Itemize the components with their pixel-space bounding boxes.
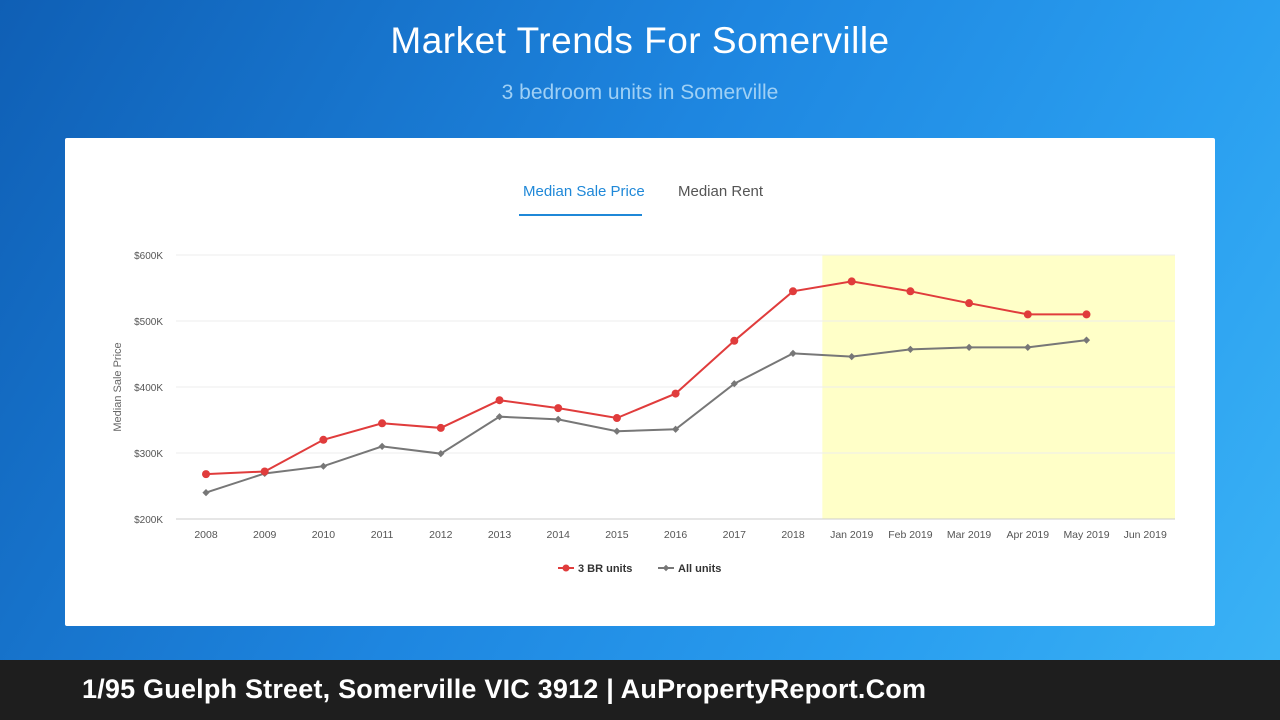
- data-point: [260, 467, 269, 476]
- footer-bar: 1/95 Guelph Street, Somerville VIC 3912 …: [0, 660, 1280, 720]
- data-point: [436, 423, 445, 432]
- y-tick-label: $300K: [134, 449, 163, 460]
- tab-median-rent[interactable]: Median Rent: [678, 183, 764, 200]
- data-point: [554, 415, 562, 423]
- data-point: [671, 389, 680, 398]
- page-subtitle: 3 bedroom units in Somerville: [501, 81, 779, 104]
- x-tick-label: 2016: [664, 529, 688, 541]
- footer-address: 1/95 Guelph Street, Somerville VIC 3912 …: [82, 674, 927, 704]
- x-tick-label: Mar 2019: [947, 529, 992, 541]
- data-point: [965, 299, 974, 308]
- data-point: [789, 287, 797, 296]
- data-point: [319, 462, 327, 470]
- data-point: [848, 353, 856, 361]
- data-point: [495, 396, 504, 405]
- x-tick-label: 2015: [605, 529, 629, 541]
- y-tick-label: $500K: [134, 317, 163, 328]
- data-point: [437, 450, 445, 458]
- x-tick-label: 2011: [371, 529, 394, 541]
- x-tick-label: Jun 2019: [1124, 529, 1167, 541]
- data-point: [847, 277, 856, 286]
- data-point: [906, 287, 915, 296]
- legend-label[interactable]: 3 BR units: [578, 563, 632, 575]
- x-tick-label: May 2019: [1063, 529, 1109, 541]
- data-point: [378, 419, 387, 428]
- x-tick-label: 2013: [488, 529, 512, 541]
- x-tick-label: Apr 2019: [1006, 529, 1049, 541]
- series-line-3br-units: [205, 280, 1087, 476]
- data-point: [906, 345, 914, 353]
- series-line-all-units: [205, 339, 1087, 494]
- active-tab-indicator: [519, 214, 642, 216]
- x-tick-label: 2008: [194, 529, 218, 541]
- x-tick-label: 2017: [723, 529, 747, 541]
- data-point: [730, 380, 738, 388]
- data-point: [612, 414, 621, 423]
- y-tick-label: $400K: [134, 383, 163, 394]
- data-point: [730, 336, 739, 345]
- page-title: Market Trends For Somerville: [390, 20, 890, 61]
- data-point: [554, 404, 563, 413]
- chart-card: Median Sale Price Median Rent $200K $300K…: [65, 138, 1215, 626]
- x-tick-label: 2010: [312, 529, 336, 541]
- x-tick-label: Feb 2019: [888, 529, 933, 541]
- x-tick-label: 2014: [547, 529, 571, 541]
- data-point: [319, 435, 328, 444]
- tab-median-sale-price[interactable]: Median Sale Price: [523, 183, 645, 200]
- data-point: [202, 489, 210, 497]
- legend-marker[interactable]: [562, 564, 570, 572]
- data-point: [672, 425, 680, 433]
- x-tick-label: 2018: [781, 529, 805, 541]
- x-tick-label: 2012: [429, 529, 453, 541]
- data-point: [613, 427, 621, 435]
- line-chart: $200K $300K $400K $500K $600K Median Sale Pri…: [112, 251, 1175, 575]
- legend-marker[interactable]: [662, 564, 670, 572]
- data-point: [1023, 310, 1032, 319]
- data-point: [378, 442, 386, 450]
- legend-label[interactable]: All units: [678, 563, 721, 575]
- y-axis-label: Median Sale Price: [112, 342, 124, 431]
- data-point: [789, 349, 797, 357]
- data-point: [495, 413, 504, 421]
- x-tick-label: 2009: [253, 529, 277, 541]
- y-tick-label: $600K: [134, 251, 163, 262]
- y-tick-label: $200K: [134, 515, 163, 526]
- data-point: [202, 470, 210, 479]
- x-tick-label: Jan 2019: [830, 529, 873, 541]
- chart-tabs: Median Sale Price Median Rent: [65, 138, 1215, 218]
- data-point: [1082, 310, 1091, 319]
